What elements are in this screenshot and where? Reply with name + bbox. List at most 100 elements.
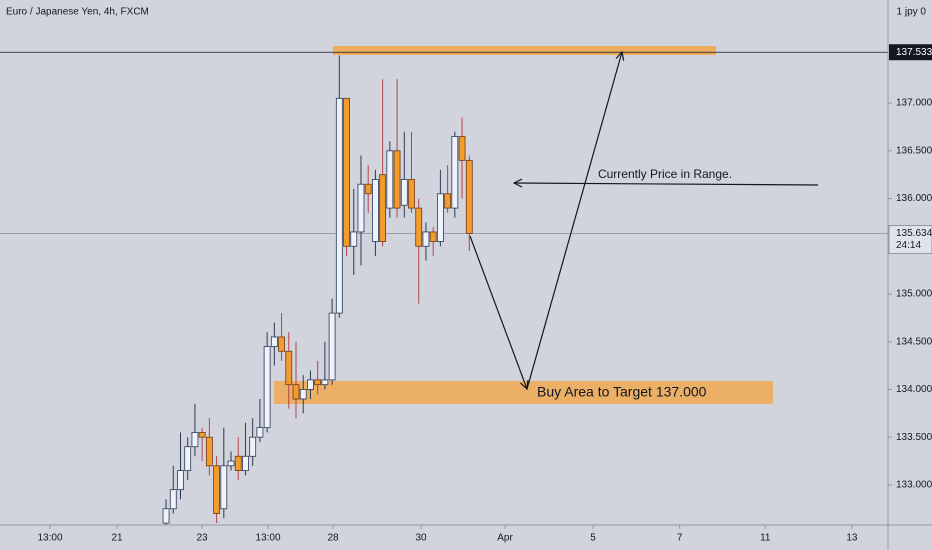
candle [242, 422, 249, 476]
candle [249, 418, 257, 466]
buy-zone [274, 381, 773, 404]
candle [328, 298, 336, 385]
candle-body [278, 336, 285, 352]
x-tick-label: Apr [497, 533, 513, 544]
candle-body [357, 183, 365, 233]
candle-body [177, 470, 184, 491]
candle [451, 131, 459, 218]
candle-body [162, 508, 170, 524]
candle [379, 79, 387, 247]
x-tick-label: 11 [760, 533, 771, 544]
arrow [514, 183, 819, 185]
candle-body [458, 136, 466, 161]
candle-body [299, 389, 307, 400]
candle [191, 403, 199, 457]
resistance-zone [333, 46, 716, 55]
candle-body [415, 207, 423, 247]
candle-body [263, 346, 271, 429]
level-label-bg [889, 44, 932, 61]
candle-body [292, 384, 300, 400]
y-tick-label: 137.000 [896, 98, 932, 109]
candle [307, 370, 314, 399]
x-tick-label: 30 [415, 533, 427, 544]
annotation: Currently Price in Range. [598, 167, 732, 181]
candle [292, 341, 300, 419]
candle-body [422, 231, 430, 247]
candle [314, 360, 322, 395]
candle [198, 427, 206, 462]
candle-body [408, 179, 415, 209]
candle [386, 141, 394, 218]
candle-body [270, 336, 278, 347]
candle [162, 499, 170, 525]
candle [372, 169, 379, 256]
candle-body [205, 436, 213, 467]
candle [436, 169, 444, 247]
candle [321, 341, 329, 390]
candle-body [220, 465, 228, 510]
x-tick-label: 13 [846, 533, 858, 544]
candle [364, 165, 372, 213]
candle-body [227, 460, 235, 467]
last-price-bg [888, 224, 932, 254]
candle-body [321, 379, 329, 386]
candle [393, 79, 401, 218]
candle-body [314, 379, 322, 386]
candle-body [386, 150, 394, 209]
candle [270, 322, 278, 366]
y-tick-label: 133.000 [896, 480, 932, 491]
x-tick-label: 13:00 [256, 533, 281, 544]
candle-body [307, 379, 314, 390]
candle [422, 222, 430, 261]
candle [408, 131, 415, 213]
candle-body [335, 97, 343, 314]
candle-body [379, 174, 387, 242]
candle-body [249, 436, 257, 457]
candle-body [234, 455, 242, 471]
x-tick-label: 23 [197, 533, 209, 544]
candle [263, 332, 271, 433]
candle-body [184, 446, 192, 471]
candle [350, 189, 358, 275]
candle [256, 399, 264, 442]
candle-body [429, 231, 437, 242]
annotation: Buy Area to Target 137.000 [537, 384, 707, 400]
candle [335, 55, 343, 318]
countdown: 24:14 [896, 240, 921, 251]
candle-body [213, 465, 220, 514]
candle-body [328, 312, 336, 381]
x-tick-label: 21 [111, 533, 123, 544]
candle [357, 155, 365, 266]
candle [234, 437, 242, 481]
candle [285, 332, 293, 409]
candle-body [350, 231, 358, 247]
candle [429, 227, 437, 256]
candle-body [285, 350, 293, 386]
y-tick-label: 134.000 [896, 384, 932, 395]
x-tick-label: 5 [590, 533, 596, 544]
candle-body [444, 193, 452, 209]
candle [227, 451, 235, 471]
chart-title: Euro / Japanese Yen, 4h, FXCM [6, 7, 149, 18]
x-tick-label: 13:00 [38, 533, 63, 544]
candle [343, 97, 350, 256]
y-tick-label: 133.500 [896, 432, 932, 443]
candle-body [242, 455, 249, 471]
candle-body [400, 179, 408, 206]
arrow [469, 235, 527, 389]
y-tick-label: 135.000 [896, 289, 932, 300]
y-tick-label: 134.500 [896, 336, 932, 347]
candle-body [451, 136, 459, 209]
candle-body [364, 183, 372, 195]
candle [415, 198, 423, 304]
y-tick-label: 136.000 [896, 193, 932, 204]
candle-body [393, 150, 401, 209]
y-tick-label: 136.500 [896, 145, 932, 156]
x-tick-label: 7 [677, 533, 683, 544]
candle [299, 375, 307, 414]
candle [458, 117, 466, 199]
candle-body [256, 427, 264, 438]
candle [444, 165, 452, 213]
